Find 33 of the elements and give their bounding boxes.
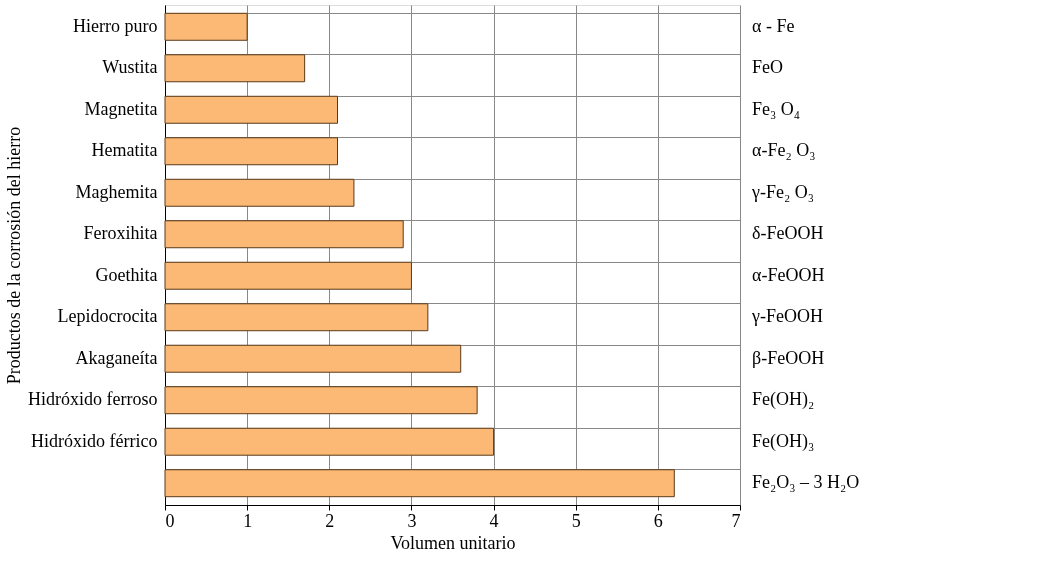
x-axis-title: Volumen unitario — [390, 532, 516, 553]
y-tick-label: Feroxihita — [83, 223, 158, 244]
x-tick-label: 1 — [243, 510, 253, 531]
y-tick-label: Hidróxido férrico — [31, 430, 158, 451]
text: α-FeOOH — [752, 264, 825, 285]
text: γ-Fe₂ O₃ — [751, 181, 814, 202]
y-tick-label: Hierro puro — [73, 15, 158, 36]
y-tick-label: Lepidocrocita — [57, 306, 158, 327]
y-tick-label: Akaganeíta — [75, 347, 158, 368]
text: Fe₂O₃ – 3 H₂O — [752, 472, 860, 493]
text: δ-FeOOH — [752, 223, 824, 244]
text: Fe(OH)₂ — [752, 389, 815, 411]
y-tick-label: Hematita — [91, 140, 158, 161]
y-axis-title: Productos de la corrosión del hierro — [4, 126, 25, 385]
x-tick-label: 6 — [653, 510, 663, 531]
x-tick-label: 2 — [325, 510, 335, 531]
y-tick-label: Hidróxido ferroso — [28, 389, 158, 410]
y-tick-label: Magnetita — [84, 98, 158, 119]
text: α-Fe₂ O₃ — [752, 140, 816, 161]
y-tick-label: Goethita — [95, 264, 158, 285]
text: β-FeOOH — [752, 347, 825, 368]
text: Fe₃ O₄ — [752, 98, 801, 119]
y-tick-label: Maghemita — [75, 181, 158, 202]
text: γ-FeOOH — [751, 306, 823, 327]
text: α - Fe — [752, 15, 795, 36]
x-tick-label: 7 — [731, 510, 741, 531]
y-tick-label: Wustita — [102, 57, 158, 78]
text: FeO — [752, 57, 783, 78]
x-tick-label: 5 — [571, 510, 581, 531]
text: Fe(OH)₃ — [752, 430, 815, 452]
x-tick-label: 4 — [489, 510, 499, 531]
x-tick-label: 3 — [407, 510, 417, 531]
x-tick-label: 0 — [165, 510, 175, 531]
